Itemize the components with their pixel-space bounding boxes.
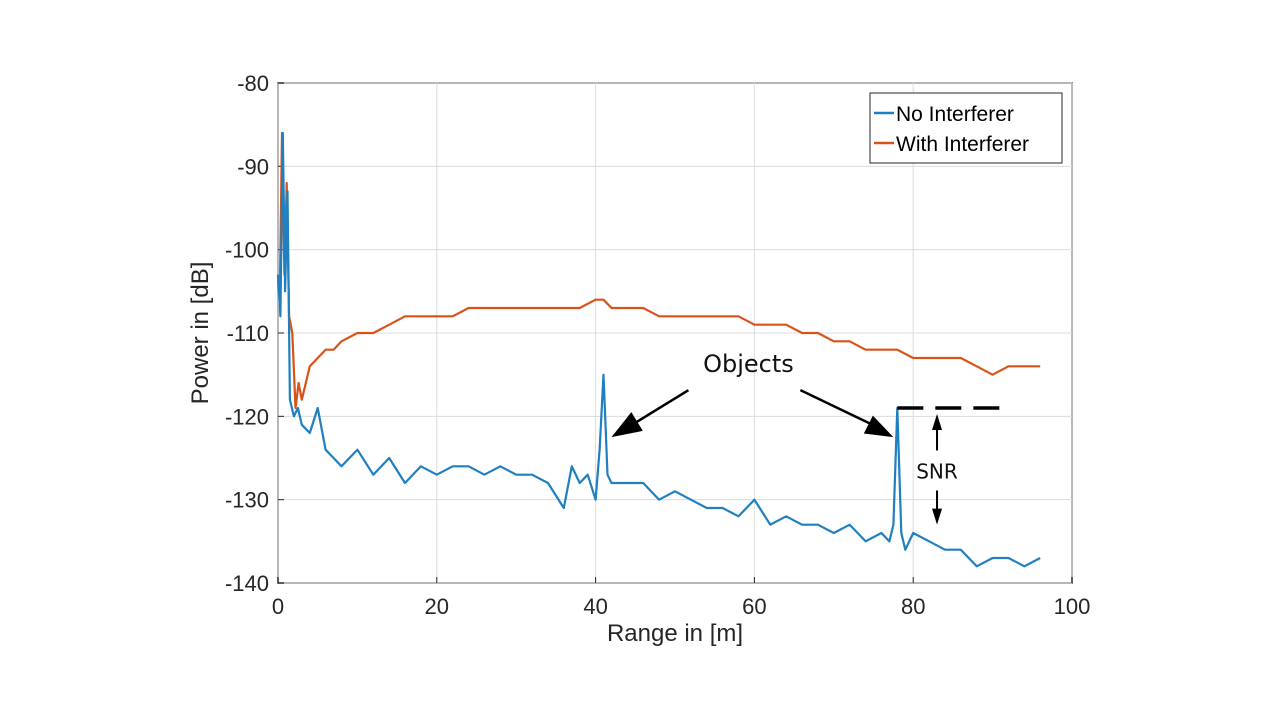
x-axis-ticks: 0 20 40 60 80 100 [272,577,1090,619]
legend-label-with-interferer: With Interferer [896,133,1029,156]
y-axis-ticks: -80 -90 -100 -110 -120 -130 -140 [225,71,284,596]
x-tick-label: 60 [742,594,766,619]
object-arrow-right [799,389,876,428]
objects-annotation: Objects [611,350,894,438]
snr-label: SNR [916,460,958,484]
legend: No Interferer With Interferer [869,92,1063,164]
y-tick-label: -120 [225,404,269,429]
y-tick-label: -140 [225,571,269,596]
object-arrowhead-right [863,415,894,438]
x-tick-label: 80 [901,594,925,619]
series-layer [276,131,1041,568]
x-tick-label: 20 [425,594,449,619]
y-tick-label: -90 [237,154,269,179]
snr-down-arrowhead [932,508,943,525]
x-axis-title: Range in [m] [607,620,743,647]
objects-label: Objects [703,350,794,378]
object-arrow-left [630,389,690,427]
x-tick-label: 40 [583,594,607,619]
x-tick-label: 0 [272,594,284,619]
y-tick-label: -100 [225,238,269,263]
x-tick-label: 100 [1054,594,1091,619]
y-tick-label: -80 [237,71,269,96]
object-arrowhead-left [611,412,643,438]
series-line-with-interferer [278,131,1041,410]
series-line-no-interferer [276,131,1041,568]
y-axis-title: Power in [dB] [187,262,214,405]
legend-box [869,92,1063,164]
snr-annotation: SNR [897,406,1001,525]
y-tick-label: -110 [227,321,269,346]
snr-up-arrowhead [932,414,943,430]
legend-label-no-interferer: No Interferer [896,103,1014,126]
y-tick-label: -130 [225,488,269,513]
